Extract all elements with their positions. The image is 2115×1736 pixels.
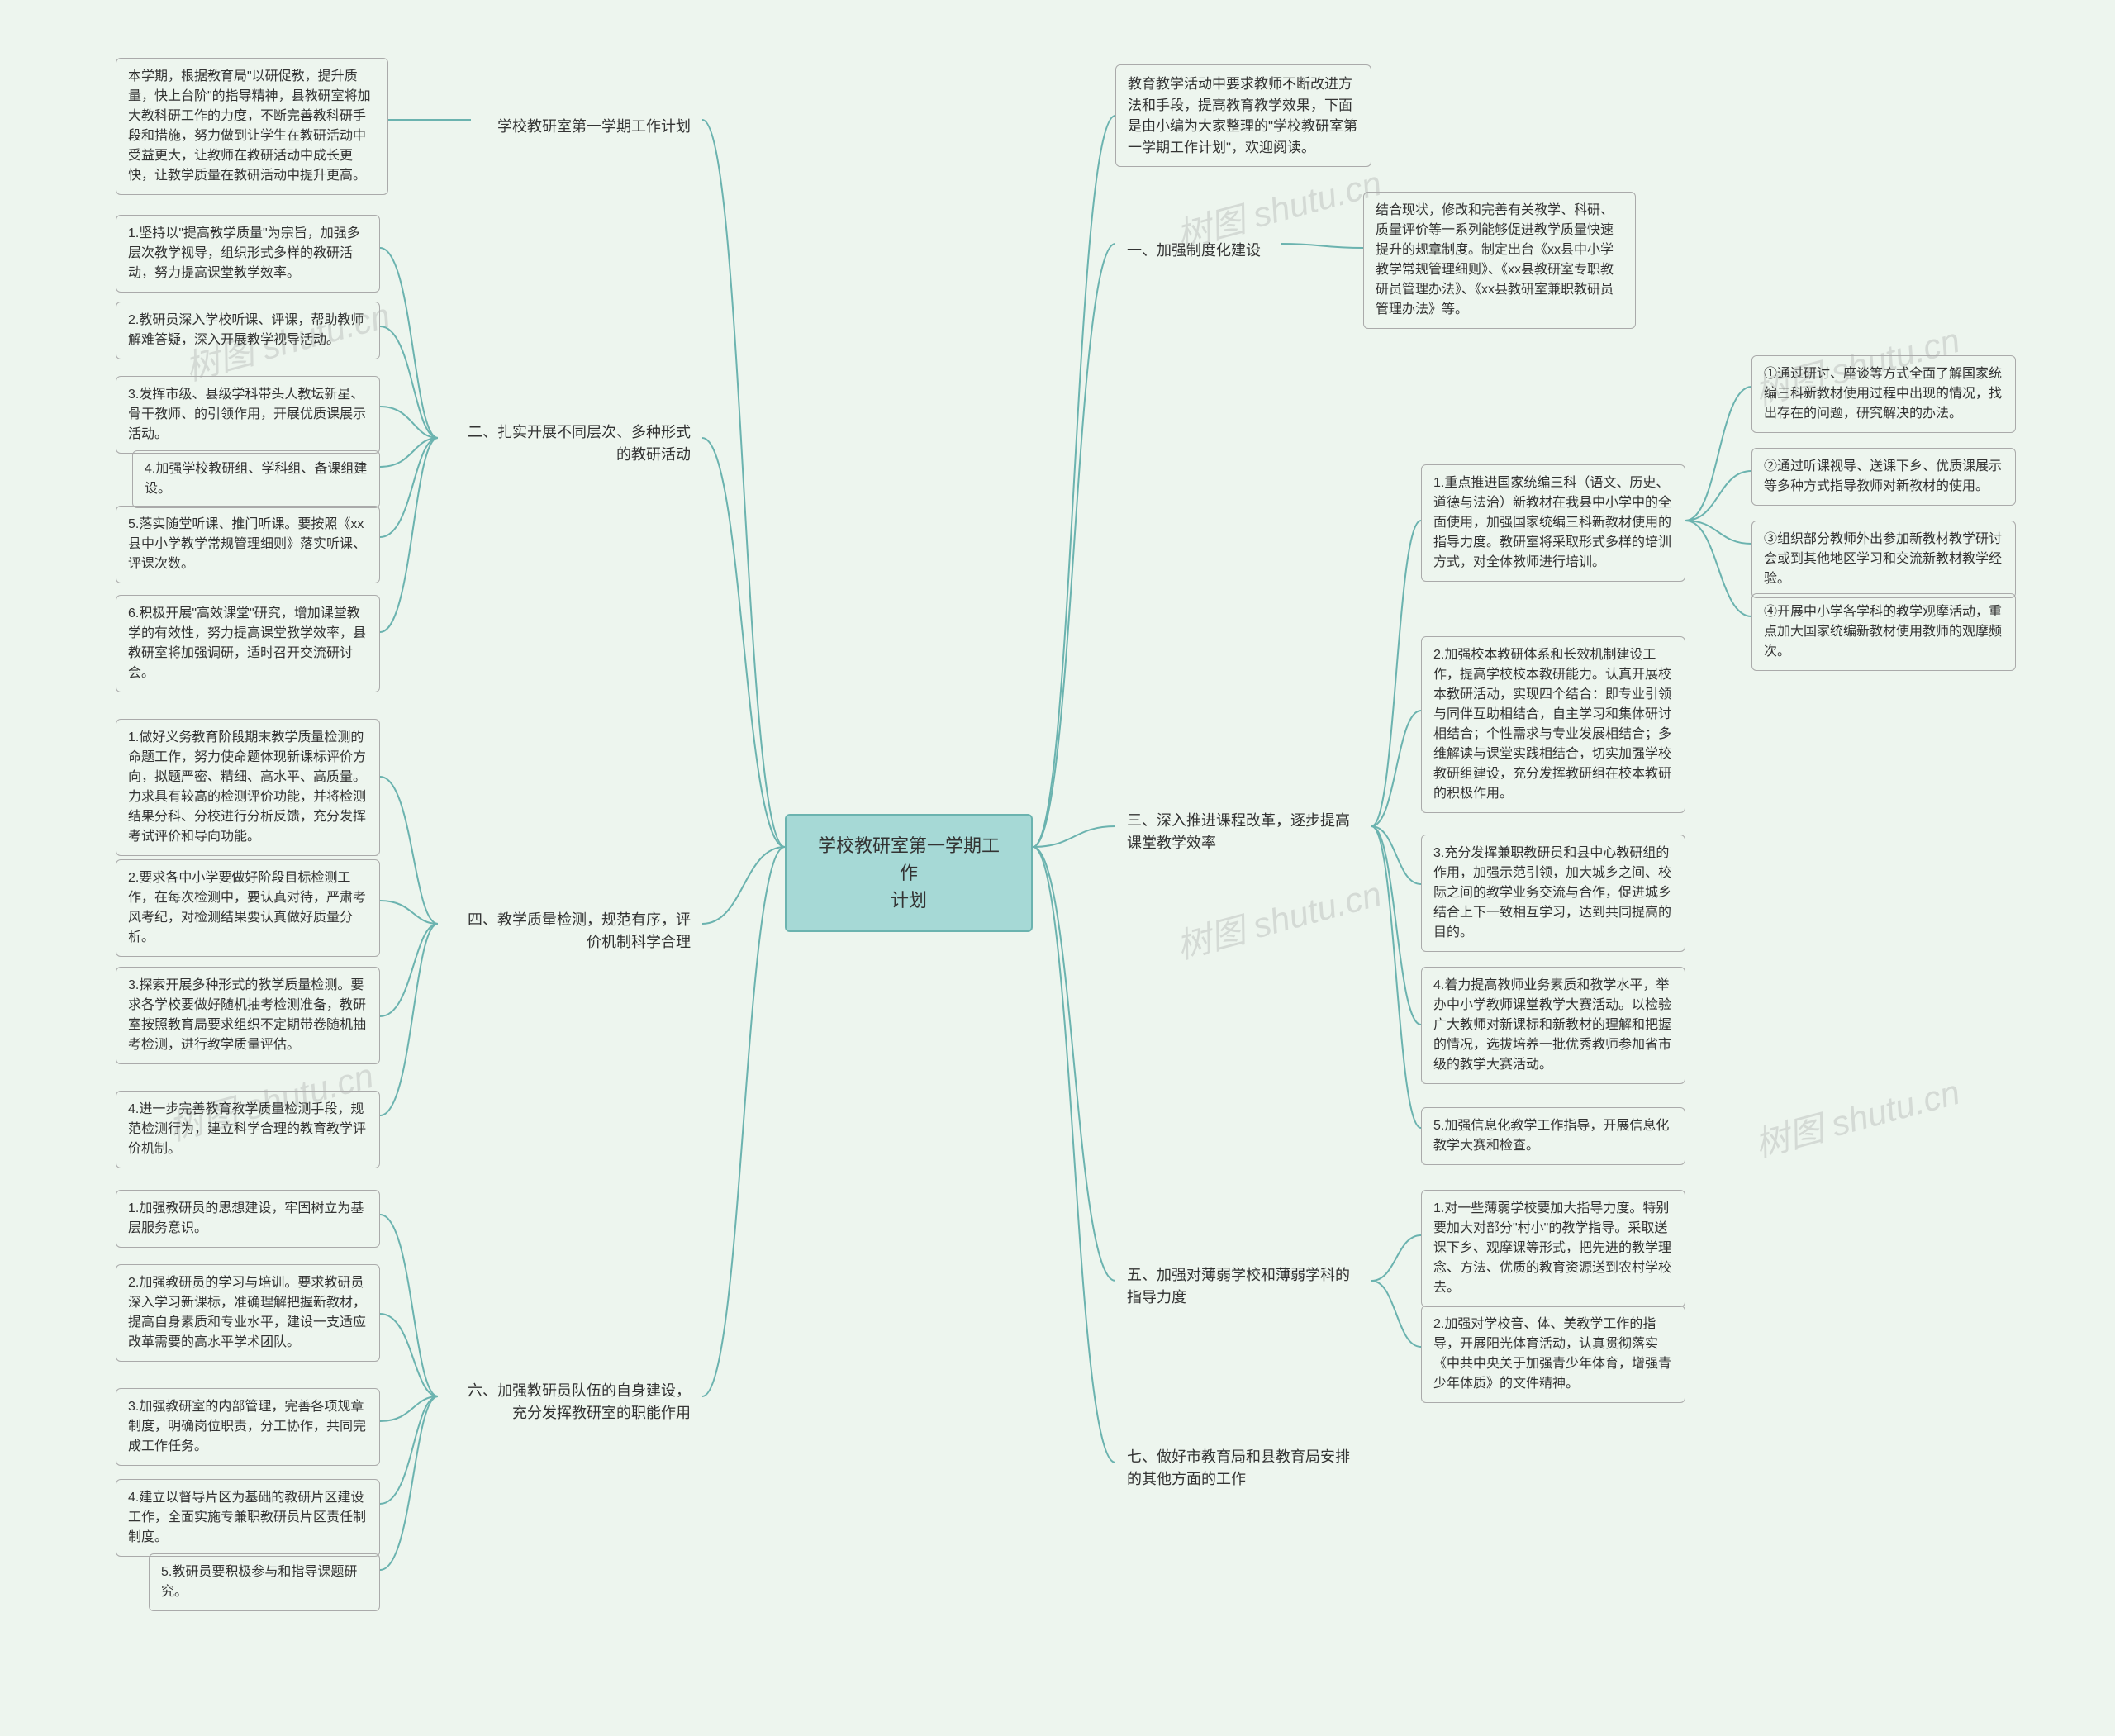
section-4-item-3: 3.探索开展多种形式的教学质量检测。要求各学校要做好随机抽考检测准备，教研室按照… [116,967,380,1064]
section-0-item-1: 本学期，根据教育局"以研促教，提升质量，快上台阶"的指导精神，县教研室将加大教科… [116,58,388,195]
section-1-item-1: 结合现状，修改和完善有关教学、科研、质量评价等一系列能够促进教学质量快速提升的规… [1363,192,1636,329]
section-6-title: 六、加强教研员队伍的自身建设， 充分发挥教研室的职能作用 [438,1372,702,1433]
section-5-title: 五、加强对薄弱学校和薄弱学科的 指导力度 [1115,1256,1371,1317]
section-3-item-4: 4.着力提高教师业务素质和教学水平，举办中小学教师课堂教学大赛活动。以检验广大教… [1421,967,1685,1084]
root-node: 学校教研室第一学期工作 计划 [785,814,1033,932]
intro-text: 教育教学活动中要求教师不断改进方法和手段，提高教育教学效果，下面是由小编为大家整… [1115,64,1371,167]
root-title-line2: 计划 [810,887,1008,914]
section-4-title: 四、教学质量检测，规范有序，评 价机制科学合理 [438,901,702,962]
section-4-title-l2: 价机制科学合理 [449,931,691,954]
section-2-title-l2: 的教研活动 [449,444,691,466]
section-4-item-4: 4.进一步完善教育教学质量检测手段，规范检测行为，建立科学合理的教育教学评价机制… [116,1091,380,1168]
section-7-title-l2: 的其他方面的工作 [1127,1468,1368,1491]
section-0-title: 学校教研室第一学期工作计划 [471,107,702,146]
section-3-item-1: 1.重点推进国家统编三科（语文、历史、道德与法治）新教材在我县中小学中的全面使用… [1421,464,1685,582]
section-5-title-l2: 指导力度 [1127,1287,1360,1309]
section-4-item-1: 1.做好义务教育阶段期末教学质量检测的命题工作，努力使命题体现新课标评价方向，拟… [116,719,380,856]
section-5-title-l1: 五、加强对薄弱学校和薄弱学科的 [1127,1264,1360,1287]
section-7-title: 七、做好市教育局和县教育局安排 的其他方面的工作 [1115,1438,1380,1499]
section-3-title-l1: 三、深入推进课程改革，逐步提高 [1127,810,1360,832]
section-4-title-l1: 四、教学质量检测，规范有序，评 [449,909,691,931]
section-3-item-3: 3.充分发挥兼职教研员和县中心教研组的作用，加强示范引领，加大城乡之间、校际之间… [1421,835,1685,952]
section-2-title: 二、扎实开展不同层次、多种形式 的教研活动 [438,413,702,474]
section-3-sub-3: ③组织部分教师外出参加新教材教学研讨会或到其他地区学习和交流新教材教学经验。 [1751,521,2016,598]
section-3-item-5: 5.加强信息化教学工作指导，开展信息化教学大赛和检查。 [1421,1107,1685,1165]
section-2-title-l1: 二、扎实开展不同层次、多种形式 [449,421,691,444]
section-2-item-3: 3.发挥市级、县级学科带头人教坛新星、骨干教师、的引领作用，开展优质课展示活动。 [116,376,380,454]
watermark: 树图 shutu.cn [1170,866,1386,969]
section-2-item-2: 2.教研员深入学校听课、评课，帮助教师解难答疑，深入开展教学视导活动。 [116,302,380,359]
section-6-item-1: 1.加强教研员的思想建设，牢固树立为基层服务意识。 [116,1190,380,1248]
section-6-item-4: 4.建立以督导片区为基础的教研片区建设工作，全面实施专兼职教研员片区责任制制度。 [116,1479,380,1557]
section-6-title-l1: 六、加强教研员队伍的自身建设， [449,1380,691,1402]
section-6-item-2: 2.加强教研员的学习与培训。要求教研员深入学习新课标，准确理解把握新教材，提高自… [116,1264,380,1362]
section-5-item-2: 2.加强对学校音、体、美教学工作的指导，开展阳光体育活动，认真贯彻落实《中共中央… [1421,1306,1685,1403]
section-6-item-3: 3.加强教研室的内部管理，完善各项规章制度，明确岗位职责，分工协作，共同完成工作… [116,1388,380,1466]
section-2-item-6: 6.积极开展"高效课堂"研究，增加课堂教学的有效性，努力提高课堂教学效率，县教研… [116,595,380,692]
section-6-item-5: 5.教研员要积极参与和指导课题研究。 [149,1553,380,1611]
section-3-sub-4: ④开展中小学各学科的教学观摩活动，重点加大国家统编新教材使用教师的观摩频次。 [1751,593,2016,671]
watermark: 树图 shutu.cn [1748,1064,1965,1168]
section-2-item-4: 4.加强学校教研组、学科组、备课组建设。 [132,450,380,508]
section-3-title: 三、深入推进课程改革，逐步提高 课堂教学效率 [1115,801,1371,863]
section-3-title-l2: 课堂教学效率 [1127,832,1360,854]
section-6-title-l2: 充分发挥教研室的职能作用 [449,1402,691,1424]
section-7-title-l1: 七、做好市教育局和县教育局安排 [1127,1446,1368,1468]
section-3-item-2: 2.加强校本教研体系和长效机制建设工作，提高学校校本教研能力。认真开展校本教研活… [1421,636,1685,813]
section-2-item-5: 5.落实随堂听课、推门听课。要按照《xx县中小学教学常规管理细则》落实听课、评课… [116,506,380,583]
root-title-line1: 学校教研室第一学期工作 [810,832,1008,887]
section-3-sub-2: ②通过听课视导、送课下乡、优质课展示等多种方式指导教师对新教材的使用。 [1751,448,2016,506]
section-1-title: 一、加强制度化建设 [1115,231,1281,270]
section-4-item-2: 2.要求各中小学要做好阶段目标检测工作，在每次检测中，要认真对待，严肃考风考纪，… [116,859,380,957]
section-5-item-1: 1.对一些薄弱学校要加大指导力度。特别要加大对部分"村小"的教学指导。采取送课下… [1421,1190,1685,1307]
section-2-item-1: 1.坚持以"提高教学质量"为宗旨，加强多层次教学视导，组织形式多样的教研活动，努… [116,215,380,293]
section-3-sub-1: ①通过研讨、座谈等方式全面了解国家统编三科新教材使用过程中出现的情况，找出存在的… [1751,355,2016,433]
